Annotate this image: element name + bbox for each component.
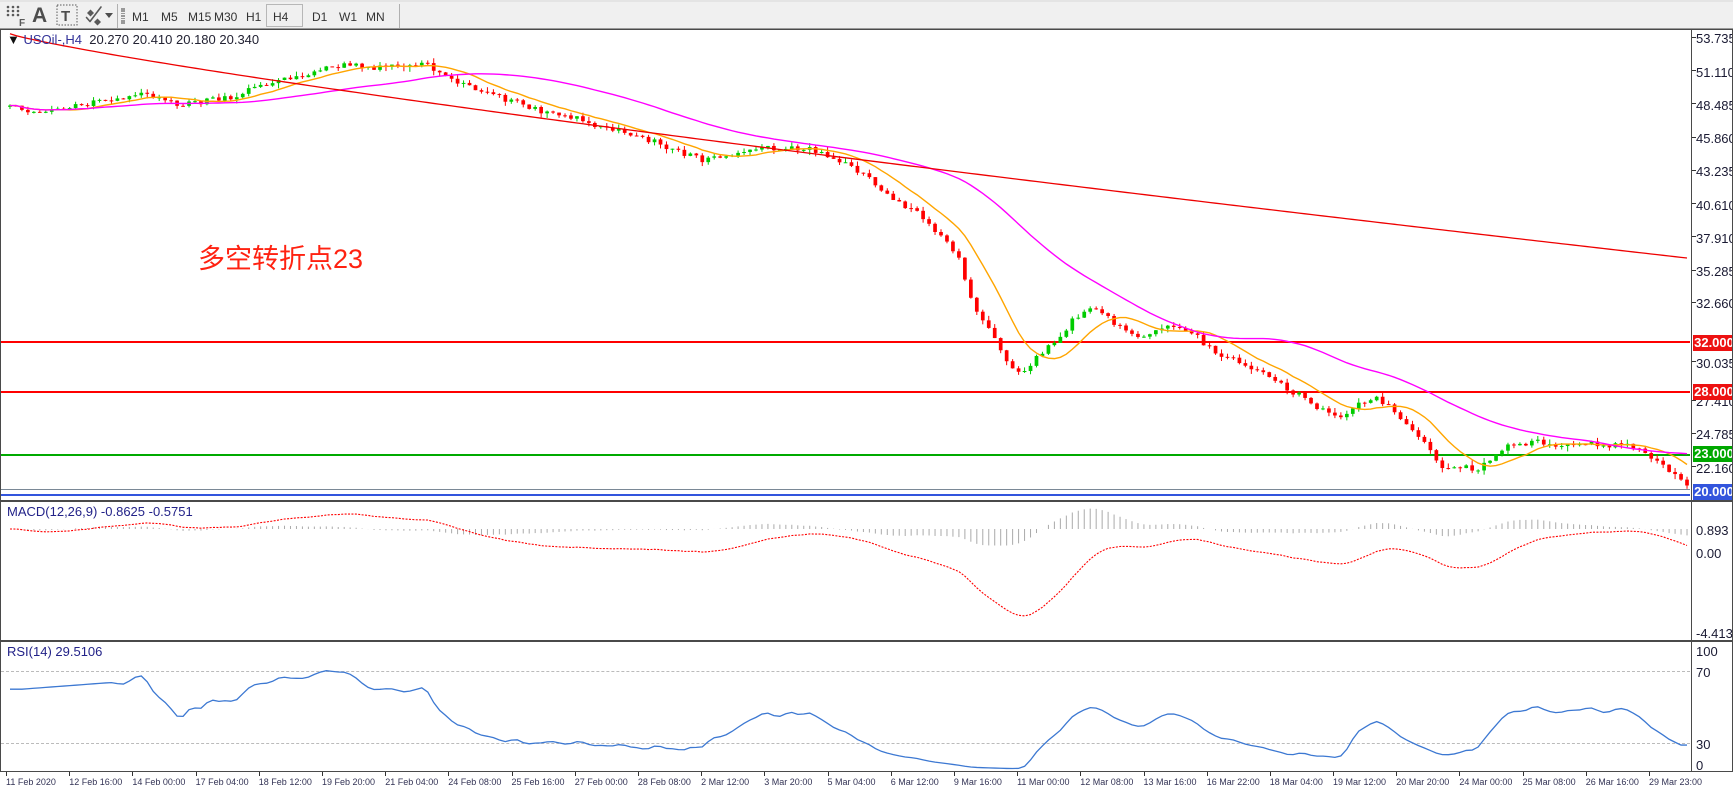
svg-text:F: F <box>19 18 25 29</box>
svg-text:T: T <box>61 8 70 25</box>
